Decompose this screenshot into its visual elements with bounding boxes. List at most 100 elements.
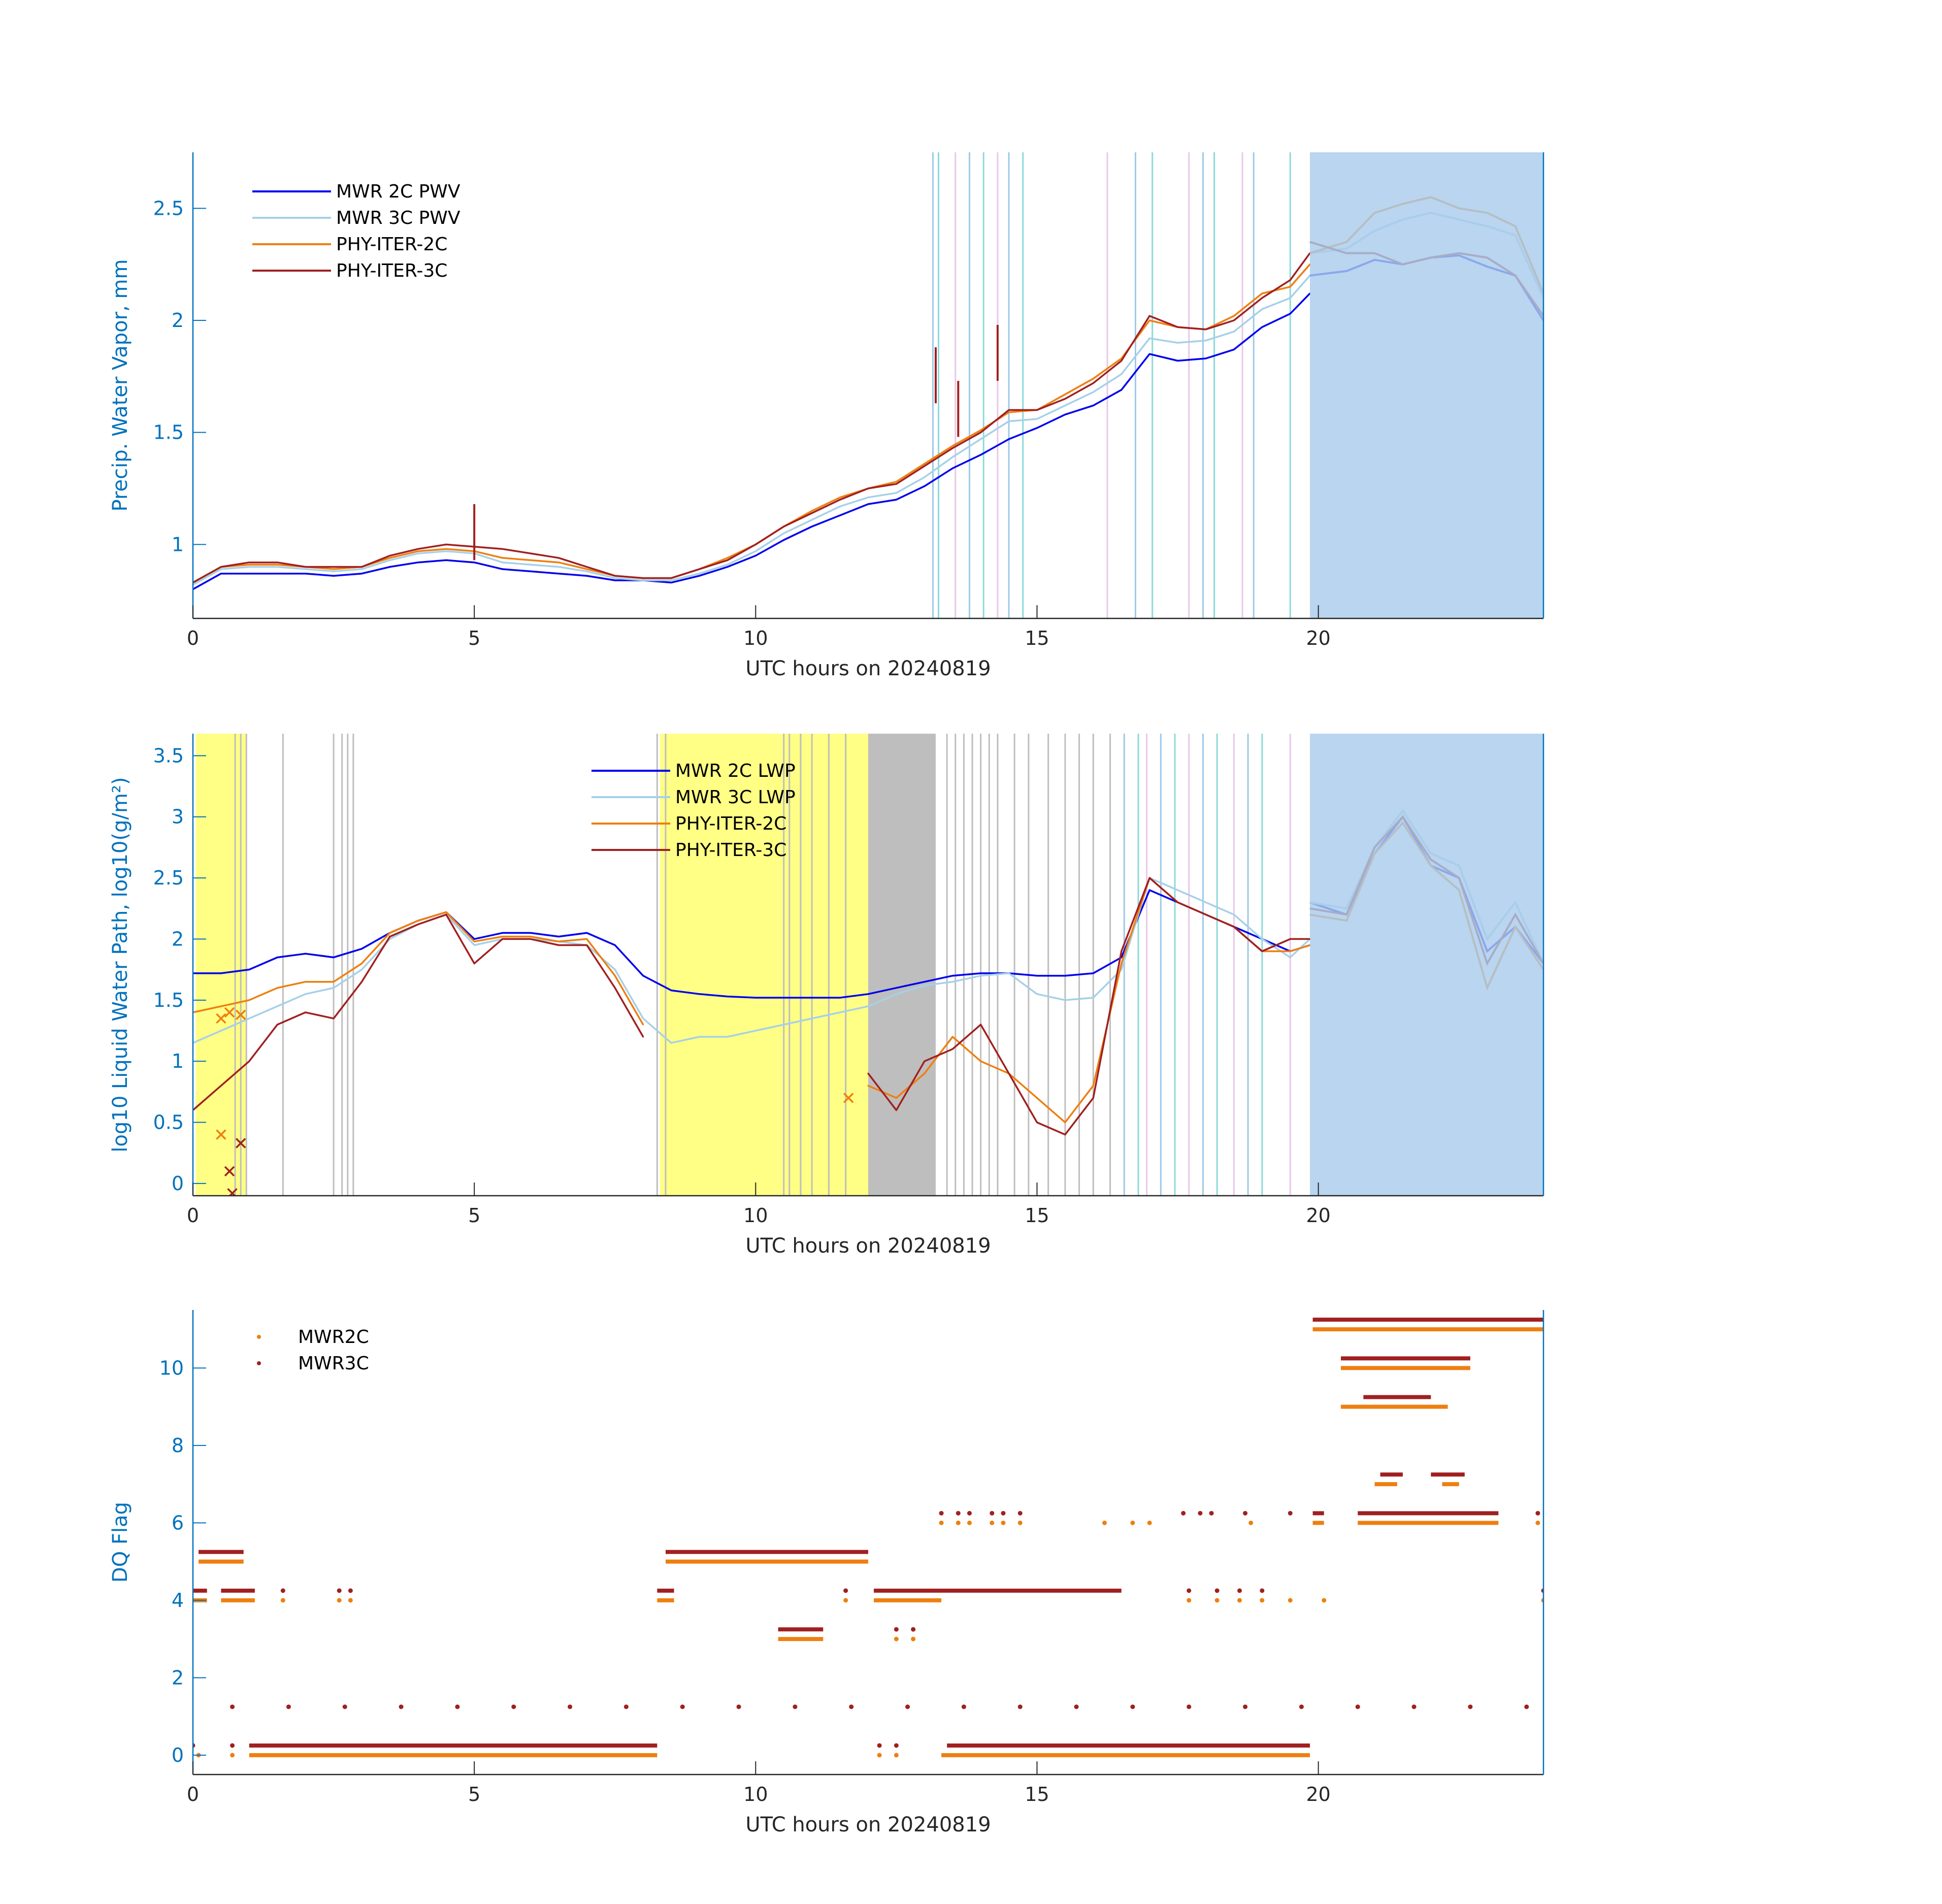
plot-area — [193, 734, 1543, 1196]
data-point-phy-iter-2c — [642, 1024, 644, 1026]
data-point-phy-iter-2c — [1148, 319, 1150, 321]
flag-point-mwr3c — [961, 1704, 966, 1710]
x-marker-phy-iter-2c — [235, 1009, 246, 1020]
data-point-mwr-3c-lwp — [1008, 972, 1010, 974]
data-point-mwr-2c-pwv — [473, 562, 475, 564]
data-point-mwr-2c-pwv — [1092, 405, 1094, 407]
data-point-mwr-3c-lwp — [1121, 969, 1123, 971]
data-point-mwr-2c-pwv — [389, 566, 391, 568]
data-point-phy-iter-2c — [389, 557, 391, 559]
data-point-phy-iter-3c — [642, 1036, 644, 1038]
y-axis-label: DQ Flag — [109, 1502, 132, 1583]
flag-point-mwr2c — [877, 1753, 882, 1758]
data-point-phy-iter-3c — [417, 924, 419, 926]
data-point-mwr-2c-pwv — [924, 485, 926, 487]
data-point-mwr-2c-pwv — [530, 570, 532, 572]
data-point-mwr-3c-pwv — [1233, 331, 1235, 333]
data-point-phy-iter-3c — [614, 575, 616, 577]
x-tick-label: 0 — [187, 1783, 199, 1805]
data-point-mwr-3c-pwv — [333, 570, 335, 572]
data-point-mwr-3c-pwv — [754, 550, 756, 552]
data-point-phy-iter-3c — [502, 938, 504, 940]
data-point-mwr-3c-lwp — [1064, 999, 1066, 1001]
data-point-mwr-2c-pwv — [557, 573, 559, 575]
data-point-phy-iter-3c — [220, 566, 222, 568]
data-point-mwr-3c-lwp — [642, 1017, 644, 1020]
y-tick-label: 4 — [172, 1589, 184, 1612]
data-point-mwr-3c-lwp — [924, 984, 926, 987]
data-point-mwr-2c-lwp — [867, 993, 869, 995]
data-point-mwr-2c-pwv — [248, 573, 250, 575]
x-tick-label: 5 — [468, 627, 480, 649]
legend-label-phy-iter-2c: PHY-ITER-2C — [675, 813, 786, 834]
data-point-phy-iter-3c — [445, 913, 447, 915]
data-point-phy-iter-2c — [1121, 963, 1123, 965]
data-point-phy-iter-2c — [924, 463, 926, 465]
flag-point-mwr2c — [911, 1636, 916, 1642]
data-point-mwr-2c-lwp — [305, 953, 307, 955]
data-point-phy-iter-2c — [727, 557, 729, 559]
flag-point-mwr3c — [990, 1511, 995, 1516]
y-axis-label: Precip. Water Vapor, mm — [109, 259, 132, 512]
flag-point-mwr3c — [230, 1743, 235, 1748]
flag-point-mwr3c — [623, 1704, 629, 1710]
data-point-phy-iter-3c — [1148, 315, 1150, 317]
data-point-phy-iter-2c — [557, 940, 559, 942]
data-point-phy-iter-3c — [530, 552, 532, 554]
data-point-phy-iter-2c — [951, 1036, 953, 1038]
chart-panel-lwp: 0 5 10 15 20 0 0.5 1 1.5 2 2.5 3 3.5 UTC hours on 202… — [109, 734, 1544, 1258]
data-point-phy-iter-3c — [1036, 409, 1038, 411]
data-point-phy-iter-2c — [248, 564, 250, 566]
data-point-phy-iter-2c — [502, 936, 504, 938]
data-point-mwr-3c-pwv — [783, 532, 785, 534]
legend-label-mwr-2c-lwp: MWR 2C LWP — [675, 761, 796, 781]
x-tick-label: 20 — [1306, 1783, 1330, 1805]
flag-point-mwr3c — [286, 1704, 291, 1710]
data-point-phy-iter-3c — [333, 1017, 335, 1020]
data-point-mwr-2c-lwp — [557, 936, 559, 938]
data-point-mwr-3c-pwv — [1148, 337, 1150, 339]
x-marker-stroke — [235, 1138, 246, 1148]
chart-panel-pwv: 0 5 10 15 20 1 1.5 2 2.5 UTC hours on 20240819 Pre… — [109, 152, 1544, 680]
y-tick-label: 2 — [172, 309, 184, 332]
flag-point-mwr2c — [1187, 1598, 1192, 1603]
chart-panel-dq: 0 5 10 15 20 0 2 4 6 8 10 UTC hours on 20240819 DQ F… — [109, 1310, 1544, 1836]
legend-label-phy-iter-3c: PHY-ITER-3C — [336, 260, 447, 281]
data-point-mwr-2c-lwp — [1148, 889, 1150, 891]
data-point-phy-iter-2c — [557, 562, 559, 564]
data-point-phy-iter-2c — [895, 1097, 897, 1099]
flag-point-mwr2c — [1214, 1598, 1220, 1603]
data-point-mwr-3c-pwv — [670, 579, 672, 581]
flag-point-mwr2c — [1248, 1520, 1254, 1525]
x-marker-phy-iter-2c — [224, 1007, 235, 1018]
data-point-phy-iter-3c — [1092, 1097, 1094, 1099]
flag-point-mwr2c — [1322, 1598, 1327, 1603]
data-point-phy-iter-3c — [276, 562, 278, 564]
data-point-phy-iter-3c — [980, 432, 982, 434]
flag-point-mwr2c — [1288, 1598, 1293, 1603]
data-point-mwr-2c-lwp — [754, 997, 756, 999]
flag-point-mwr2c — [1260, 1598, 1265, 1603]
y-tick-label: 3 — [172, 806, 184, 828]
y-axis-label: log10 Liquid Water Path, log10(g/m²) — [109, 777, 132, 1152]
y-tick-label: 2.5 — [153, 197, 184, 219]
flag-point-mwr3c — [736, 1704, 741, 1710]
data-point-mwr-2c-lwp — [333, 957, 335, 959]
x-tick-label: 0 — [187, 627, 199, 649]
flag-point-mwr2c — [967, 1520, 972, 1525]
data-point-mwr-3c-lwp — [333, 987, 335, 989]
legend-label-phy-iter-3c: PHY-ITER-3C — [675, 840, 786, 861]
data-point-phy-iter-2c — [445, 548, 447, 550]
data-point-mwr-3c-pwv — [557, 566, 559, 568]
data-point-phy-iter-3c — [924, 465, 926, 467]
data-point-phy-iter-2c — [586, 568, 588, 570]
y-tick-label: 3.5 — [153, 744, 184, 767]
data-point-phy-iter-2c — [1289, 950, 1291, 953]
y-tick-label: 2 — [172, 928, 184, 950]
data-point-mwr-3c-lwp — [1036, 993, 1038, 995]
x-axis-label: UTC hours on 20240819 — [745, 1813, 991, 1836]
data-point-mwr-3c-lwp — [473, 944, 475, 946]
data-point-phy-iter-2c — [1064, 393, 1066, 396]
data-point-mwr-3c-lwp — [1233, 913, 1235, 915]
